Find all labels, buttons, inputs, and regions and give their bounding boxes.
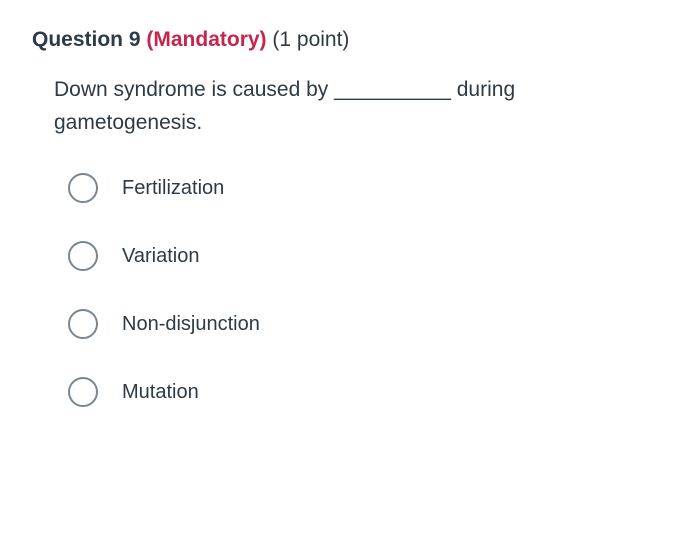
points-label: (1 point)	[272, 28, 349, 51]
question-number: Question 9	[32, 28, 141, 51]
question-header: Question 9 (Mandatory) (1 point)	[32, 28, 668, 52]
option-label: Non-disjunction	[122, 313, 260, 336]
option-non-disjunction[interactable]: Non-disjunction	[68, 309, 668, 339]
radio-icon	[68, 377, 98, 407]
option-variation[interactable]: Variation	[68, 241, 668, 271]
question-text: Down syndrome is caused by __________ du…	[54, 74, 668, 139]
radio-icon	[68, 173, 98, 203]
radio-icon	[68, 241, 98, 271]
option-mutation[interactable]: Mutation	[68, 377, 668, 407]
option-label: Mutation	[122, 381, 199, 404]
mandatory-badge: (Mandatory)	[146, 28, 266, 51]
option-label: Variation	[122, 245, 199, 268]
option-label: Fertilization	[122, 177, 224, 200]
option-fertilization[interactable]: Fertilization	[68, 173, 668, 203]
radio-icon	[68, 309, 98, 339]
options-group: Fertilization Variation Non-disjunction …	[68, 173, 668, 407]
